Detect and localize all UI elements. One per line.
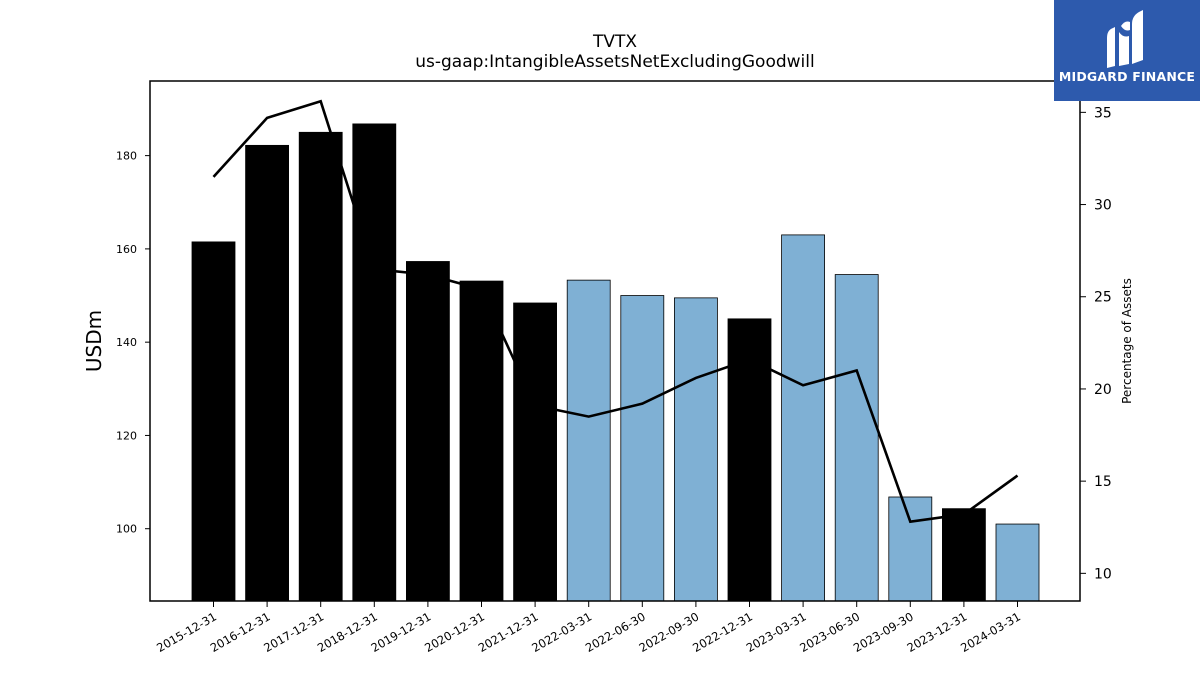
bar-2022-06-30: [620, 295, 665, 602]
chart-title: TVTX: [592, 32, 638, 52]
right-tick-label: 30: [1094, 198, 1112, 214]
bar-2022-03-31: [566, 279, 611, 602]
bar-2020-12-31: [459, 280, 504, 602]
bar-2015-12-31: [191, 241, 236, 602]
bar-2021-12-31: [513, 302, 557, 602]
chart-subtitle: us-gaap:IntangibleAssetsNetExcludingGood…: [415, 52, 815, 72]
bar-2017-12-31: [298, 131, 343, 602]
y2-axis-label: Percentage of Assets: [1120, 278, 1134, 404]
x-tick-label: 2023-12-31: [905, 609, 970, 655]
percentage-of-assets-line: [212, 99, 1019, 524]
x-tick-label: 2022-12-31: [690, 609, 755, 655]
logo-mark-icon: [1107, 10, 1143, 68]
x-tick-label: 2020-12-31: [422, 609, 487, 655]
x-tick-label: 2015-12-31: [154, 609, 219, 655]
x-tick-label: 2021-12-31: [476, 609, 541, 655]
x-tick-label: 2019-12-31: [369, 609, 434, 655]
x-tick-label: 2022-03-31: [529, 609, 594, 655]
x-axis-ticks: 2015-12-312016-12-312017-12-312018-12-31…: [154, 601, 1023, 655]
left-axis-ticks: 100 120 140 160 180: [116, 150, 150, 536]
bar-2022-09-30: [674, 297, 718, 602]
left-tick-label: 100: [116, 523, 137, 536]
right-tick-label: 15: [1094, 474, 1112, 490]
x-tick-label: 2023-06-30: [797, 609, 862, 655]
x-tick-label: 2016-12-31: [208, 609, 273, 655]
x-tick-label: 2017-12-31: [261, 609, 326, 655]
bar-2024-03-31: [995, 523, 1040, 602]
x-tick-label: 2018-12-31: [315, 609, 380, 655]
plot-frame: [149, 80, 1081, 602]
x-tick-label: 2023-09-30: [851, 609, 916, 655]
bar-2018-12-31: [352, 123, 397, 602]
left-tick-label: 140: [116, 336, 137, 349]
right-tick-label: 10: [1094, 566, 1112, 582]
logo-text: MIDGARD FINANCE: [1058, 69, 1196, 84]
y-axis-label: USDm: [82, 310, 106, 372]
right-tick-label: 35: [1094, 105, 1112, 121]
x-tick-label: 2022-06-30: [583, 609, 648, 655]
right-tick-label: 25: [1094, 290, 1112, 306]
left-tick-label: 160: [116, 243, 137, 256]
bars: [191, 123, 1040, 602]
percentage-line-layer: [212, 99, 1019, 524]
axes: [149, 80, 1081, 602]
left-tick-label: 180: [116, 150, 137, 163]
midgard-finance-logo: MIDGARD FINANCE: [1054, 0, 1200, 101]
right-tick-label: 20: [1094, 382, 1112, 398]
x-tick-label: 2022-09-30: [637, 609, 702, 655]
bar-2023-12-31: [942, 508, 986, 602]
left-tick-label: 120: [116, 429, 137, 442]
x-tick-label: 2024-03-31: [958, 609, 1023, 655]
x-tick-label: 2023-03-31: [744, 609, 809, 655]
bar-2016-12-31: [245, 144, 290, 602]
bar-2023-03-31: [781, 234, 825, 602]
bar-2023-06-30: [834, 274, 879, 602]
right-axis-ticks: 10 15 20 25 30 35: [1080, 105, 1112, 582]
bar-2023-09-30: [888, 496, 933, 602]
bar-2022-12-31: [727, 318, 772, 602]
bar-2019-12-31: [405, 261, 450, 602]
